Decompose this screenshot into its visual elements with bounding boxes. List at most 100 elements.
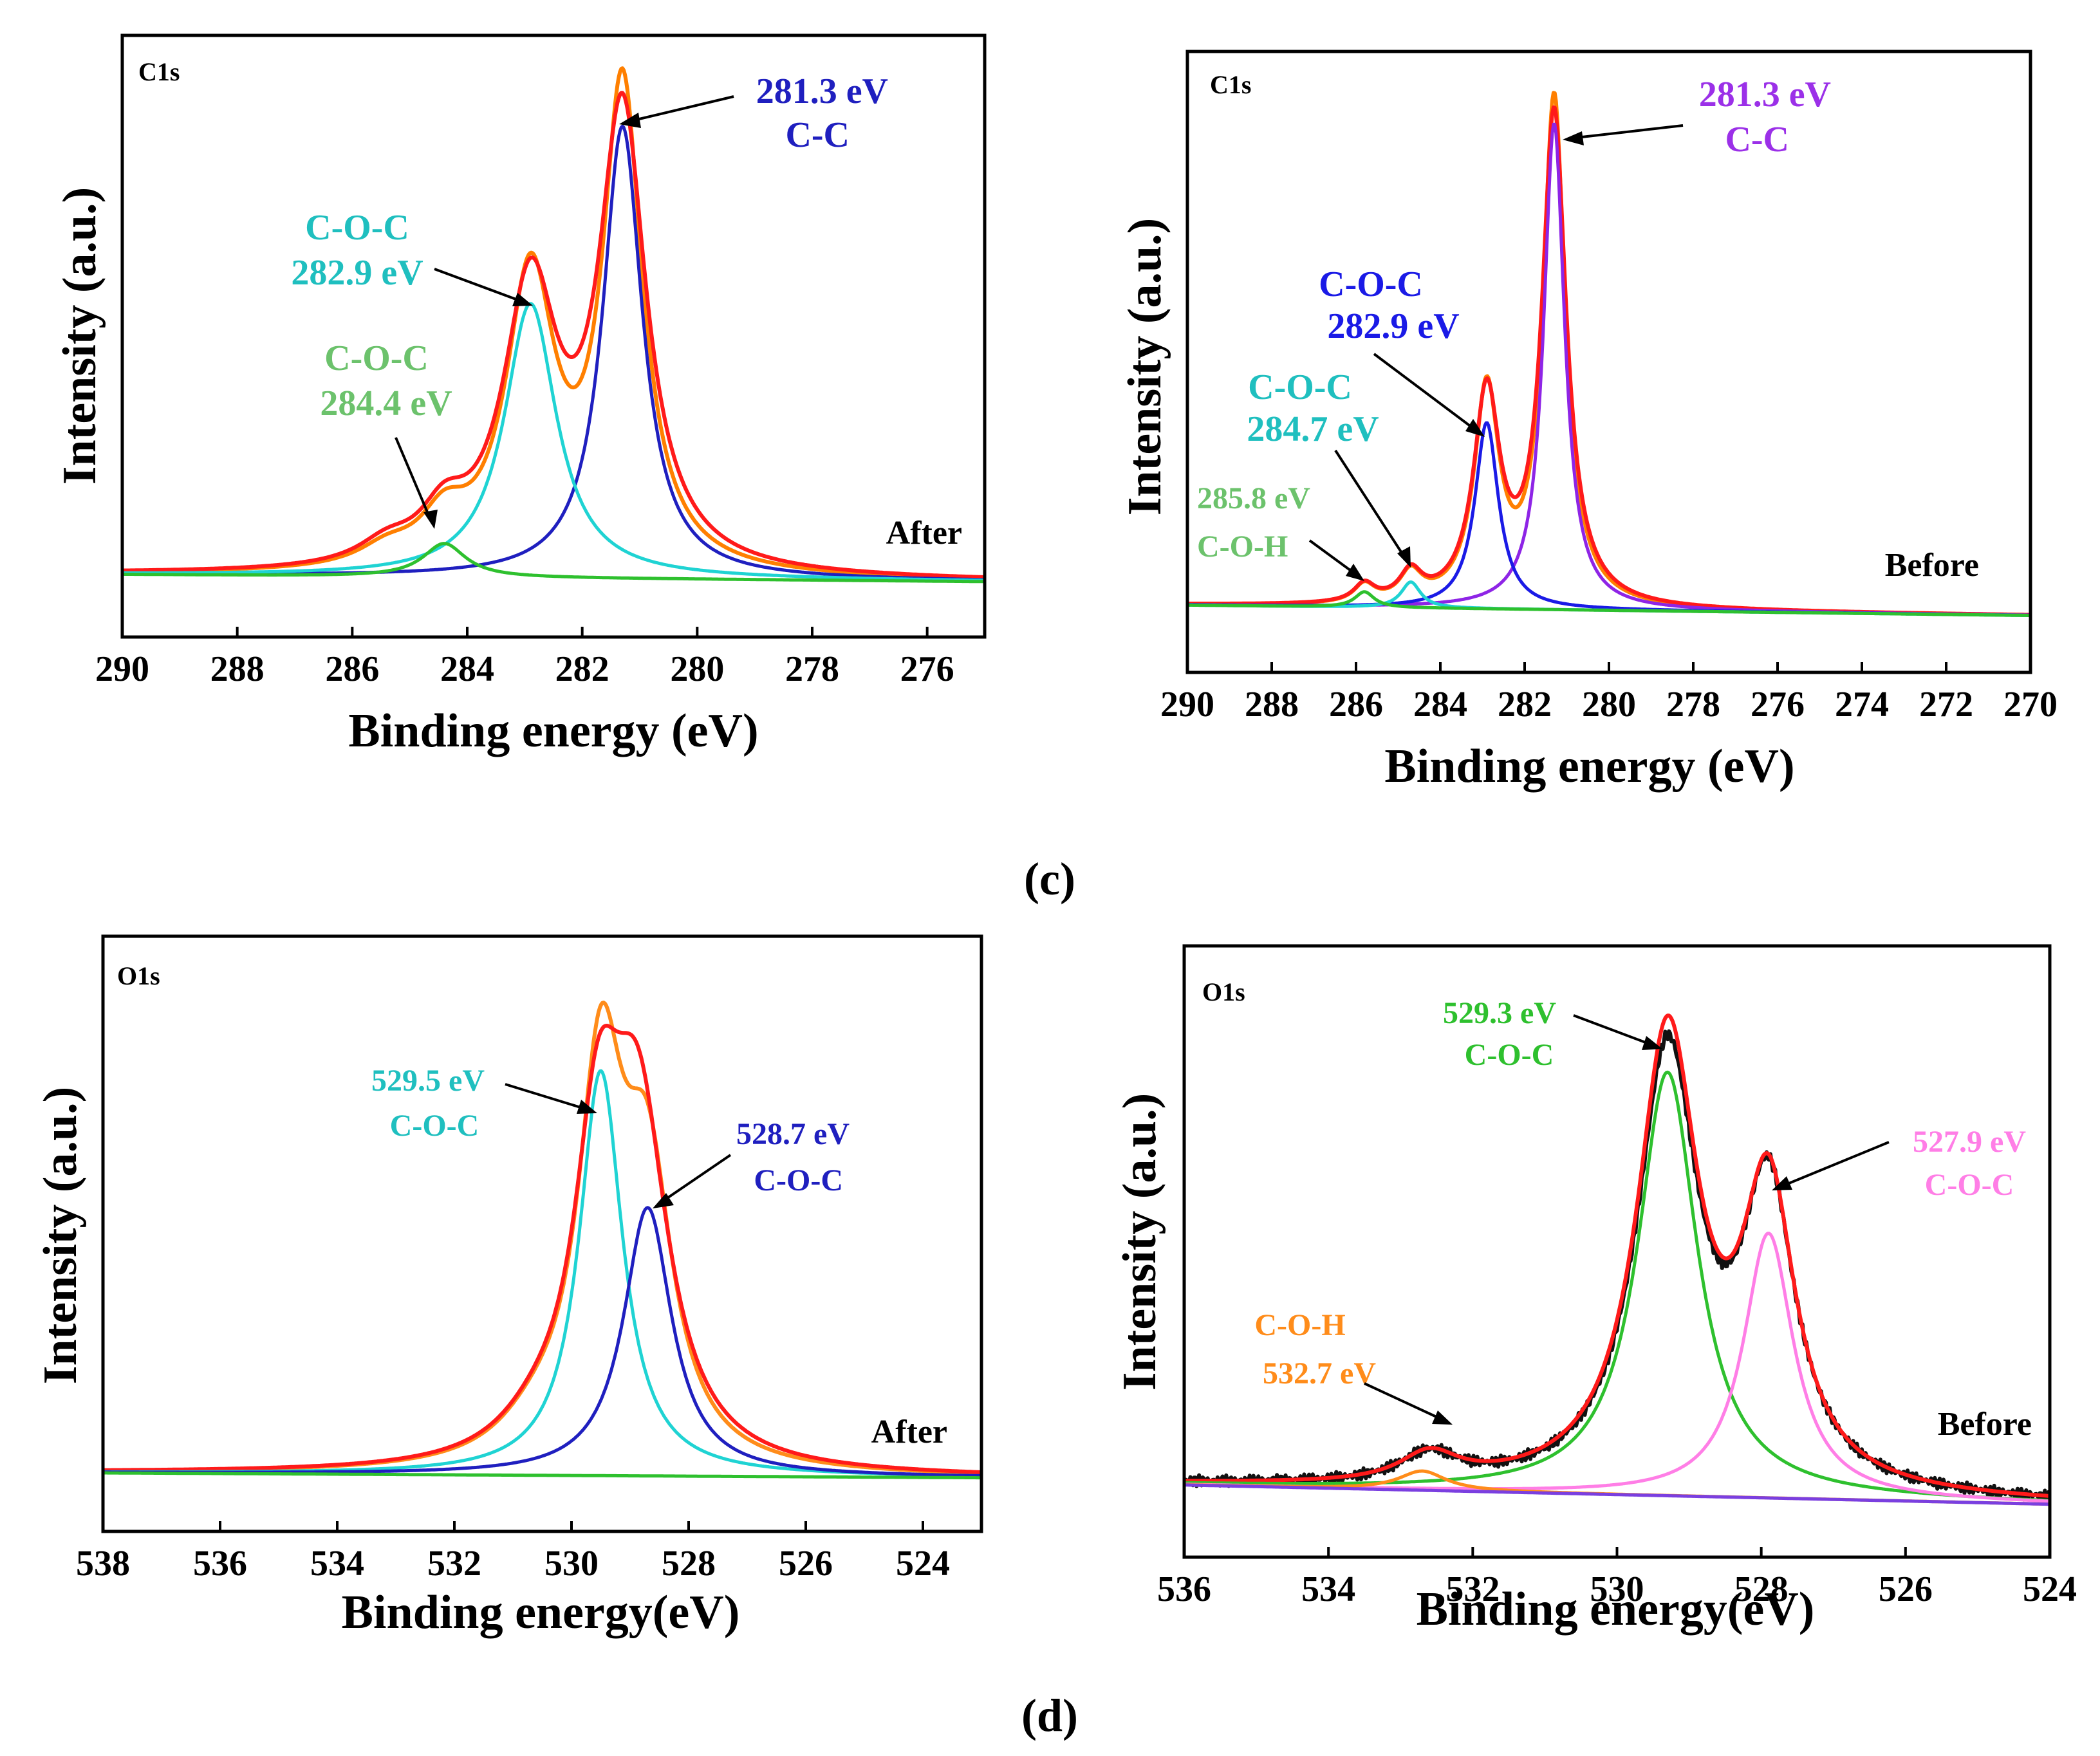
x-tick-label: 284 bbox=[1413, 685, 1467, 725]
x-axis-ticks: 538 536 534 532 530 528 526 524 bbox=[76, 1521, 950, 1584]
series-c-o-h-285-8-ev bbox=[1187, 590, 2031, 617]
panel-label: O1s bbox=[117, 961, 160, 990]
annotation-arrow bbox=[625, 95, 734, 124]
chart-c1s-before: 290 288 286 284 282 280 278 276 274 272 270 C1s Be… bbox=[1119, 50, 2058, 793]
annotation-line: 529.3 eV bbox=[1443, 996, 1556, 1030]
annotation-line: 282.9 eV bbox=[291, 253, 423, 293]
state-label: Before bbox=[1938, 1406, 2032, 1443]
x-tick-label: 280 bbox=[1582, 685, 1636, 725]
series-fit-envelope bbox=[102, 1001, 982, 1475]
x-axis-ticks: 536 534 532 530 528 526 524 bbox=[1157, 1547, 2077, 1609]
chart-o1s-before: 536 534 532 530 528 526 524 O1s Before Binding… bbox=[1113, 944, 2077, 1636]
annotation-c-o-c-528-7: 528.7 eV C-O-C bbox=[653, 1117, 850, 1208]
annotation-c-o-c-529-3: 529.3 eV C-O-C bbox=[1443, 996, 1662, 1072]
annotation-arrow bbox=[1573, 1014, 1655, 1047]
series-experimental bbox=[121, 91, 986, 579]
x-tick-label: 524 bbox=[896, 1544, 950, 1584]
annotation-arrow bbox=[1779, 1141, 1890, 1188]
x-tick-label: 290 bbox=[1160, 685, 1214, 725]
arrow-head-icon bbox=[1772, 1176, 1792, 1190]
x-tick-label: 278 bbox=[785, 649, 839, 689]
arrow-head-icon bbox=[423, 510, 438, 529]
x-tick-label: 272 bbox=[1919, 685, 1973, 725]
state-label: After bbox=[886, 515, 962, 551]
arrow-head-icon bbox=[512, 293, 533, 306]
series-c-o-c-528-7-ev bbox=[102, 1206, 982, 1477]
x-axis-title: Binding energy (eV) bbox=[348, 705, 758, 757]
annotation-line: 281.3 eV bbox=[1699, 75, 1831, 115]
x-tick-label: 526 bbox=[779, 1544, 833, 1584]
x-tick-label: 288 bbox=[1245, 685, 1299, 725]
x-tick-label: 282 bbox=[555, 649, 609, 689]
annotation-c-o-c-529-5: 529.5 eV C-O-C bbox=[371, 1064, 597, 1143]
x-tick-label: 288 bbox=[210, 649, 265, 689]
annotation-line: C-O-C bbox=[324, 338, 429, 378]
curves bbox=[102, 1001, 982, 1480]
panel-label: C1s bbox=[1210, 70, 1251, 99]
arrow-head-icon bbox=[1346, 564, 1364, 581]
series-fit-envelope bbox=[1186, 91, 2032, 617]
series-c-o-c-282-9-ev bbox=[122, 302, 985, 582]
annotation-arrow bbox=[658, 1154, 732, 1205]
annotation-line: 528.7 eV bbox=[736, 1117, 850, 1151]
annotation-line: C-O-C bbox=[1319, 264, 1423, 304]
annotation-c-c-281-3: 281.3 eV C-C bbox=[1563, 75, 1831, 160]
chart-c1s-after: 290 288 286 284 282 280 278 276 C1s After Bindi… bbox=[53, 33, 987, 757]
annotation-line: C-O-C bbox=[305, 208, 409, 248]
annotation-line: 532.7 eV bbox=[1263, 1356, 1376, 1391]
x-tick-label: 536 bbox=[193, 1544, 247, 1584]
series-baseline bbox=[102, 1471, 982, 1480]
series-experimental bbox=[1186, 105, 2032, 617]
annotation-c-o-h-532-7: C-O-H 532.7 eV bbox=[1254, 1308, 1453, 1425]
x-axis-ticks: 290 288 286 284 282 280 278 276 274 272 270 bbox=[1160, 662, 2058, 725]
annotation-line: 529.5 eV bbox=[371, 1064, 485, 1098]
annotation-c-o-h-285-8: 285.8 eV C-O-H bbox=[1197, 481, 1364, 581]
caption-c: (c) bbox=[1024, 853, 1075, 905]
arrow-head-icon bbox=[619, 113, 641, 128]
x-tick-label: 278 bbox=[1666, 685, 1720, 725]
x-tick-label: 532 bbox=[1445, 1569, 1500, 1609]
x-tick-label: 528 bbox=[1734, 1569, 1789, 1609]
arrow-head-icon bbox=[653, 1193, 674, 1208]
series-c-o-c-529-3-ev bbox=[1184, 1070, 2050, 1502]
x-tick-label: 286 bbox=[1329, 685, 1383, 725]
x-tick-label: 280 bbox=[670, 649, 724, 689]
x-tick-label: 270 bbox=[2003, 685, 2058, 725]
y-axis-title: Intensity (a.u.) bbox=[1119, 218, 1171, 516]
annotation-line: C-C bbox=[785, 115, 850, 155]
annotation-line: 284.4 eV bbox=[320, 384, 452, 423]
arrow-head-icon bbox=[1642, 1036, 1662, 1050]
x-tick-label: 530 bbox=[1590, 1569, 1644, 1609]
curves bbox=[1182, 1013, 2052, 1506]
annotation-line: C-O-H bbox=[1254, 1308, 1345, 1342]
series-c-o-c-284-4-ev bbox=[122, 542, 985, 584]
annotation-line: C-O-C bbox=[754, 1163, 843, 1197]
annotation-line: C-O-H bbox=[1197, 530, 1288, 564]
annotation-line: 285.8 eV bbox=[1197, 481, 1310, 515]
x-tick-label: 524 bbox=[2023, 1569, 2077, 1609]
series-c-c-281-3-ev bbox=[122, 124, 985, 582]
arrow-head-icon bbox=[1432, 1410, 1453, 1425]
annotation-arrow bbox=[505, 1083, 590, 1111]
annotation-c-o-c-284-4: C-O-C 284.4 eV bbox=[320, 338, 452, 529]
annotation-line: 282.9 eV bbox=[1327, 306, 1459, 346]
annotation-arrow bbox=[1364, 1382, 1445, 1422]
annotation-line: C-O-C bbox=[1465, 1038, 1554, 1072]
arrow-head-icon bbox=[577, 1100, 597, 1114]
y-axis-title: Intensity (a.u.) bbox=[53, 187, 106, 485]
annotation-arrow bbox=[1570, 124, 1684, 140]
x-tick-label: 530 bbox=[544, 1544, 599, 1584]
state-label: After bbox=[871, 1414, 947, 1450]
x-tick-label: 538 bbox=[76, 1544, 130, 1584]
x-tick-label: 536 bbox=[1157, 1569, 1211, 1609]
plot-frame bbox=[1182, 944, 2052, 1559]
annotation-line: C-C bbox=[1725, 120, 1789, 160]
annotation-c-o-c-282-9: C-O-C 282.9 eV bbox=[291, 208, 533, 306]
annotation-arrow bbox=[434, 268, 525, 304]
arrow-head-icon bbox=[1397, 546, 1411, 568]
x-tick-label: 276 bbox=[1751, 685, 1805, 725]
x-axis-title: Binding energy(eV) bbox=[342, 1586, 740, 1639]
arrow-head-icon bbox=[1465, 419, 1485, 437]
x-tick-label: 534 bbox=[310, 1544, 364, 1584]
annotation-line: C-O-C bbox=[1248, 367, 1352, 407]
